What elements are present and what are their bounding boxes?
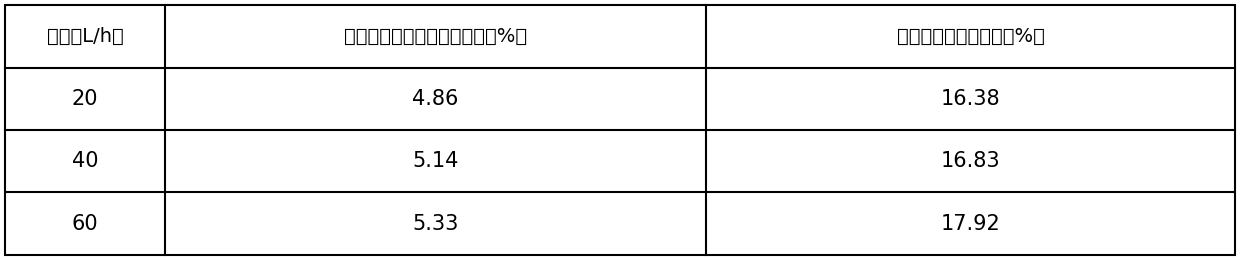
Text: 5.14: 5.14 [413, 151, 459, 171]
Text: 4.86: 4.86 [413, 89, 459, 109]
Text: 60: 60 [72, 214, 98, 233]
Text: 40: 40 [72, 151, 98, 171]
Text: 本发明工艺醇的收率（%）: 本发明工艺醇的收率（%） [897, 27, 1044, 46]
Text: 单独使用搨拌釜反应器收率（%）: 单独使用搨拌釜反应器收率（%） [343, 27, 527, 46]
Text: 17.92: 17.92 [941, 214, 1001, 233]
Text: 气量（L/h）: 气量（L/h） [47, 27, 123, 46]
Text: 16.83: 16.83 [941, 151, 1001, 171]
Text: 20: 20 [72, 89, 98, 109]
Text: 16.38: 16.38 [941, 89, 1001, 109]
Text: 5.33: 5.33 [413, 214, 459, 233]
